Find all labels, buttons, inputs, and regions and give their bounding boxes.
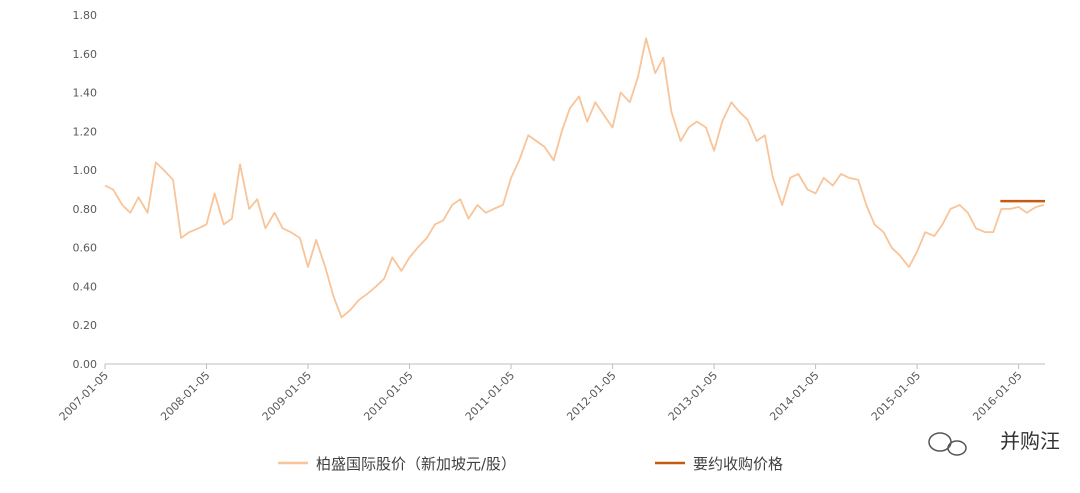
- y-tick-label: 1.20: [73, 125, 98, 138]
- y-tick-label: 1.40: [73, 87, 98, 100]
- x-tick-label: 2010-01-05: [361, 369, 415, 423]
- y-tick-label: 0.20: [73, 319, 98, 332]
- y-tick-label: 1.00: [73, 164, 98, 177]
- watermark: 并购汪: [1000, 429, 1060, 453]
- y-tick-label: 0.00: [73, 358, 98, 371]
- x-tick-label: 2016-01-05: [970, 369, 1024, 423]
- x-tick-label: 2008-01-05: [158, 369, 212, 423]
- x-tick-label: 2015-01-05: [869, 369, 923, 423]
- x-tick-label: 2009-01-05: [260, 369, 314, 423]
- legend-label: 柏盛国际股价（新加坡元/股）: [316, 455, 516, 473]
- x-tick-label: 2014-01-05: [767, 369, 821, 423]
- line-series: [104, 37, 1045, 319]
- x-tick-label: 2013-01-05: [666, 369, 720, 423]
- y-tick-label: 0.40: [73, 280, 98, 293]
- y-tick-label: 0.80: [73, 203, 98, 216]
- y-tick-label: 1.60: [73, 48, 98, 61]
- y-tick-label: 0.60: [73, 242, 98, 255]
- x-tick-label: 2007-01-05: [57, 369, 111, 423]
- x-tick-label: 2011-01-05: [463, 369, 517, 423]
- y-tick-label: 1.80: [73, 9, 98, 22]
- x-tick-label: 2012-01-05: [564, 369, 618, 423]
- legend-label: 要约收购价格: [693, 455, 783, 473]
- watermark-icon: [928, 432, 967, 456]
